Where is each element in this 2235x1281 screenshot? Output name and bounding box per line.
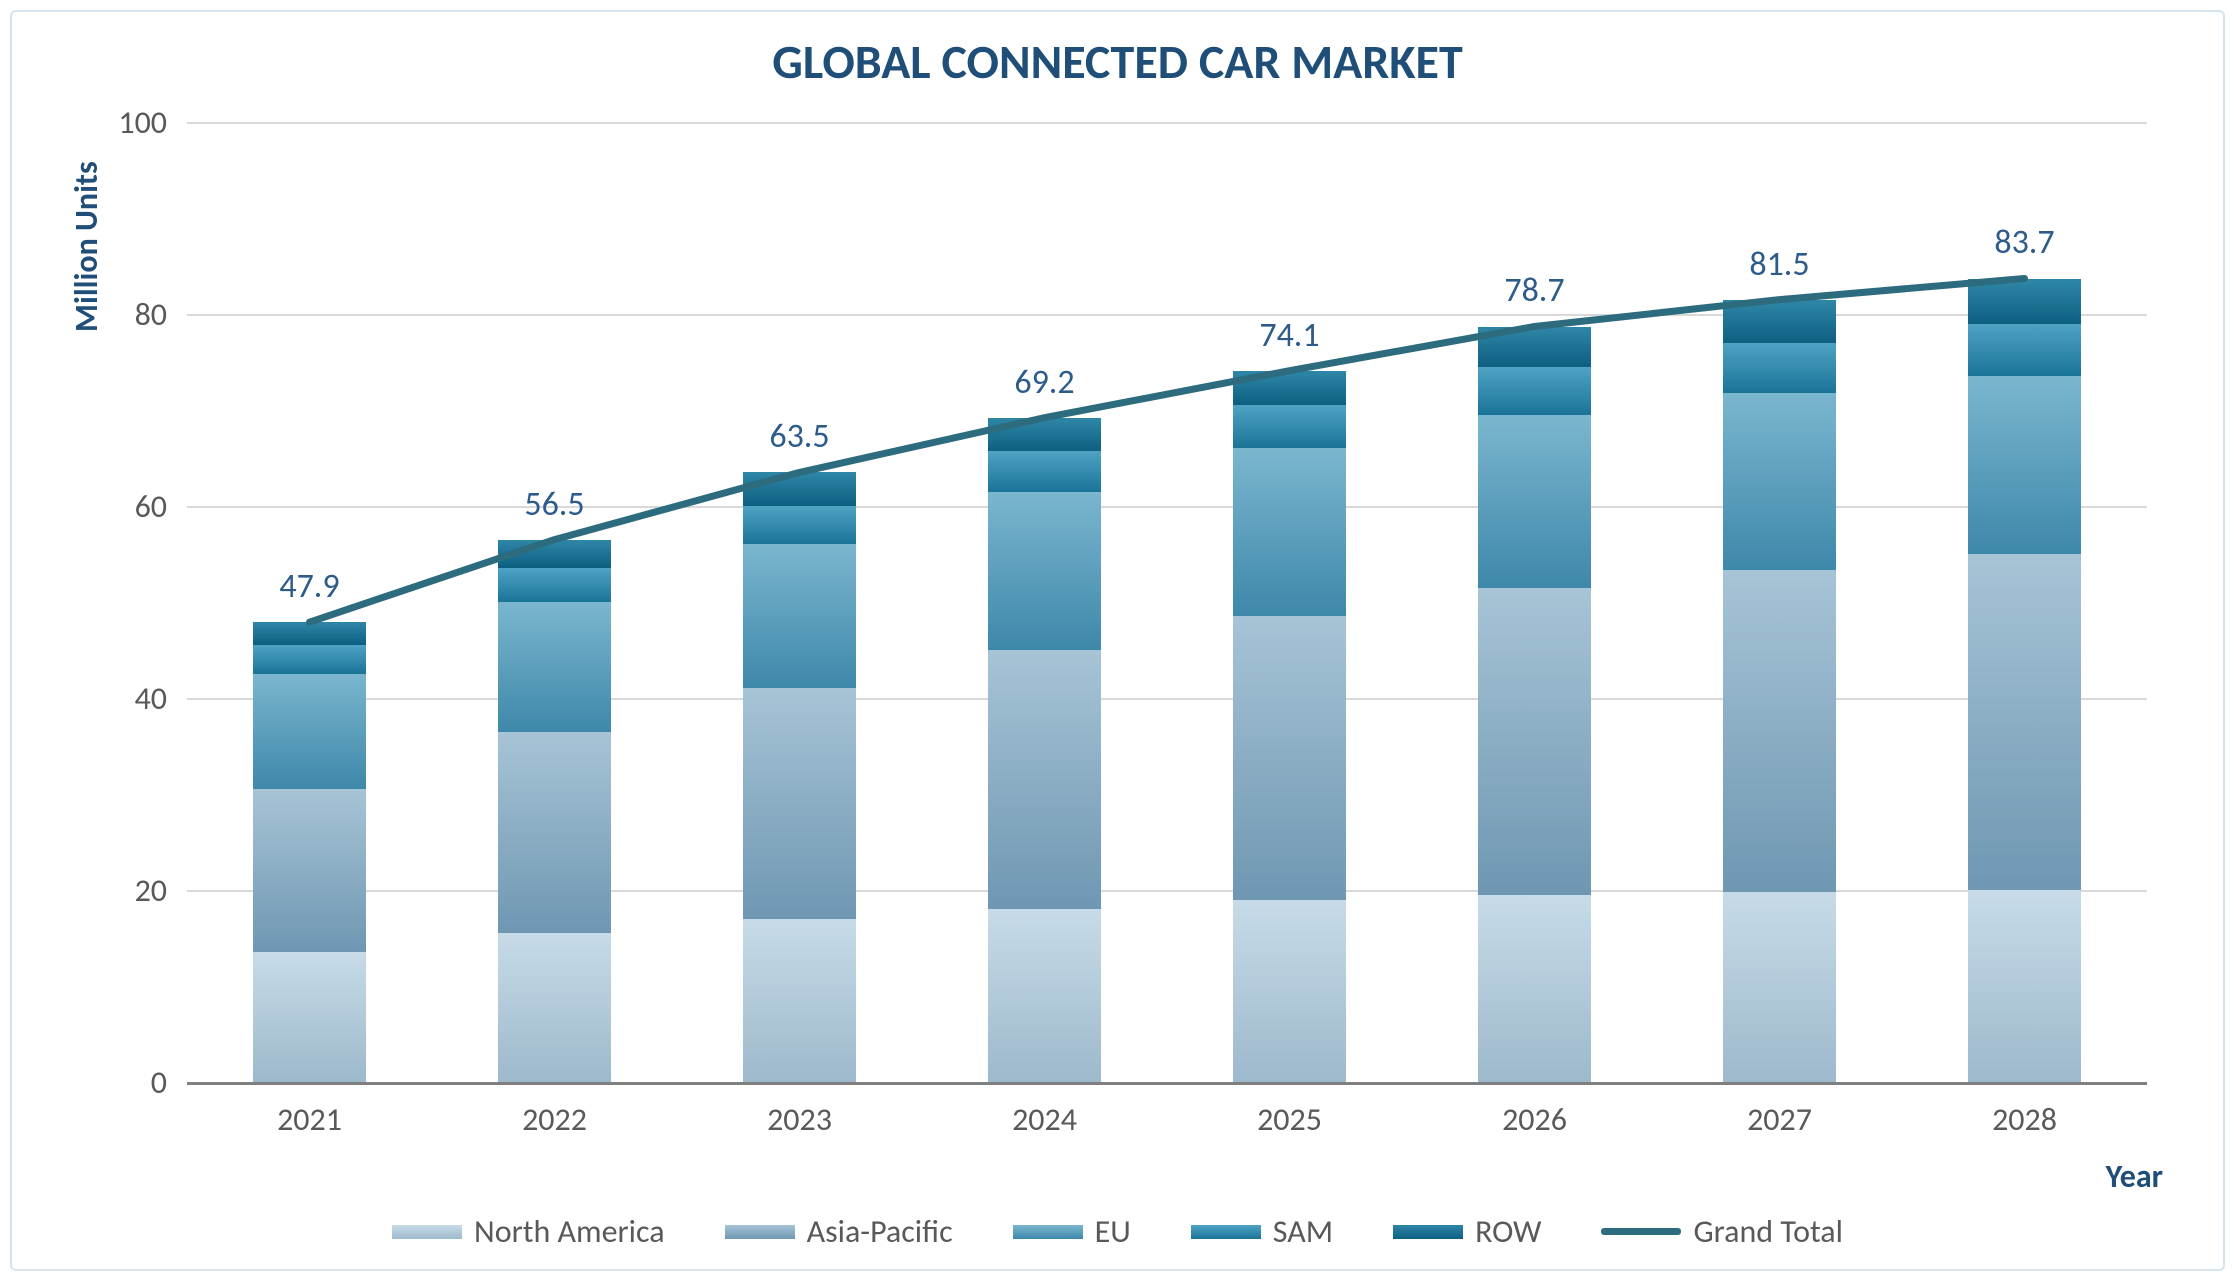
bar-group [1968, 122, 2081, 1082]
bar-segment-asia-pacific [743, 688, 856, 918]
bar-segment-sam [1723, 343, 1836, 393]
x-tick-label: 2022 [432, 1100, 677, 1139]
bar-group [743, 122, 856, 1082]
bar-segment-asia-pacific [1968, 554, 2081, 890]
data-label: 56.5 [468, 484, 641, 525]
bar-segment-row [1478, 327, 1591, 367]
bar-segment-sam [743, 506, 856, 544]
bar-segment-asia-pacific [1723, 570, 1836, 892]
bar-segment-row [1723, 300, 1836, 343]
y-tick-label: 20 [97, 871, 167, 910]
bar-segment-eu [988, 492, 1101, 650]
y-tick-label: 40 [97, 679, 167, 718]
legend-item-north-america: North America [392, 1212, 665, 1251]
bar-segment-north-america [743, 919, 856, 1082]
legend-swatch [1191, 1225, 1261, 1239]
bar-segment-asia-pacific [1233, 616, 1346, 899]
bar-segment-sam [1968, 324, 2081, 377]
bar-segment-asia-pacific [988, 650, 1101, 909]
bar-segment-eu [1968, 376, 2081, 554]
data-label: 81.5 [1693, 244, 1866, 285]
y-tick-label: 100 [97, 103, 167, 142]
bar-segment-row [253, 622, 366, 645]
bar-group [1478, 122, 1591, 1082]
bar-segment-eu [498, 602, 611, 732]
plot-area: 02040608010047.9202156.5202263.5202369.2… [187, 122, 2147, 1082]
bar-segment-eu [1233, 448, 1346, 616]
legend-swatch [1393, 1225, 1463, 1239]
chart-title: GLOBAL CONNECTED CAR MARKET [12, 32, 2223, 91]
bar-segment-row [1968, 279, 2081, 324]
bar-segment-north-america [988, 909, 1101, 1082]
x-tick-label: 2028 [1902, 1100, 2147, 1139]
gridline [187, 698, 2147, 700]
x-tick-label: 2027 [1657, 1100, 1902, 1139]
y-tick-label: 80 [97, 295, 167, 334]
gridline [187, 314, 2147, 316]
bar-segment-eu [1478, 415, 1591, 588]
legend-swatch [392, 1225, 462, 1239]
data-label: 74.1 [1203, 315, 1376, 356]
legend-line-swatch [1601, 1228, 1681, 1235]
data-label: 78.7 [1448, 270, 1621, 311]
x-tick-label: 2021 [187, 1100, 432, 1139]
bar-segment-row [498, 540, 611, 569]
bar-segment-north-america [1723, 892, 1836, 1082]
bar-segment-eu [1723, 393, 1836, 571]
bar-segment-row [988, 418, 1101, 452]
x-axis-baseline [187, 1082, 2147, 1085]
legend-swatch [725, 1225, 795, 1239]
bar-segment-sam [1233, 405, 1346, 448]
bar-segment-eu [743, 544, 856, 688]
legend: North America Asia-Pacific EU SAM ROW Grand T… [12, 1212, 2223, 1251]
bar-segment-north-america [253, 952, 366, 1082]
data-label: 47.9 [223, 566, 396, 607]
bar-segment-north-america [1233, 900, 1346, 1082]
x-tick-label: 2024 [922, 1100, 1167, 1139]
legend-item-eu: EU [1013, 1212, 1131, 1251]
y-tick-label: 60 [97, 487, 167, 526]
bar-segment-north-america [1478, 895, 1591, 1082]
bar-segment-row [1233, 371, 1346, 406]
y-tick-label: 0 [97, 1063, 167, 1102]
legend-label: Asia-Pacific [807, 1212, 953, 1251]
legend-swatch [1013, 1225, 1083, 1239]
legend-item-grand-total: Grand Total [1601, 1212, 1843, 1251]
legend-item-row: ROW [1393, 1212, 1541, 1251]
x-tick-label: 2023 [677, 1100, 922, 1139]
legend-item-sam: SAM [1191, 1212, 1333, 1251]
bar-segment-eu [253, 674, 366, 789]
bar-segment-sam [988, 451, 1101, 491]
bar-segment-north-america [1968, 890, 2081, 1082]
bar-group [1233, 122, 1346, 1082]
x-tick-label: 2025 [1167, 1100, 1412, 1139]
bar-segment-sam [1478, 367, 1591, 415]
legend-label: SAM [1273, 1212, 1333, 1251]
x-tick-label: 2026 [1412, 1100, 1657, 1139]
chart-frame: GLOBAL CONNECTED CAR MARKET Million Unit… [10, 10, 2225, 1271]
legend-label: Grand Total [1693, 1212, 1843, 1251]
bar-segment-north-america [498, 933, 611, 1082]
bar-segment-sam [253, 645, 366, 674]
data-label: 69.2 [958, 362, 1131, 403]
bar-segment-asia-pacific [498, 732, 611, 934]
gridline [187, 122, 2147, 124]
data-label: 83.7 [1938, 222, 2111, 263]
legend-label: EU [1095, 1212, 1131, 1251]
bar-segment-asia-pacific [1478, 588, 1591, 895]
bar-segment-row [743, 472, 856, 506]
bar-segment-asia-pacific [253, 789, 366, 952]
legend-label: North America [474, 1212, 665, 1251]
x-axis-title: Year [2106, 1157, 2163, 1196]
legend-item-asia-pacific: Asia-Pacific [725, 1212, 953, 1251]
bar-segment-sam [498, 568, 611, 602]
bar-group [988, 122, 1101, 1082]
legend-label: ROW [1475, 1212, 1541, 1251]
gridline [187, 890, 2147, 892]
data-label: 63.5 [713, 416, 886, 457]
bar-group [498, 122, 611, 1082]
